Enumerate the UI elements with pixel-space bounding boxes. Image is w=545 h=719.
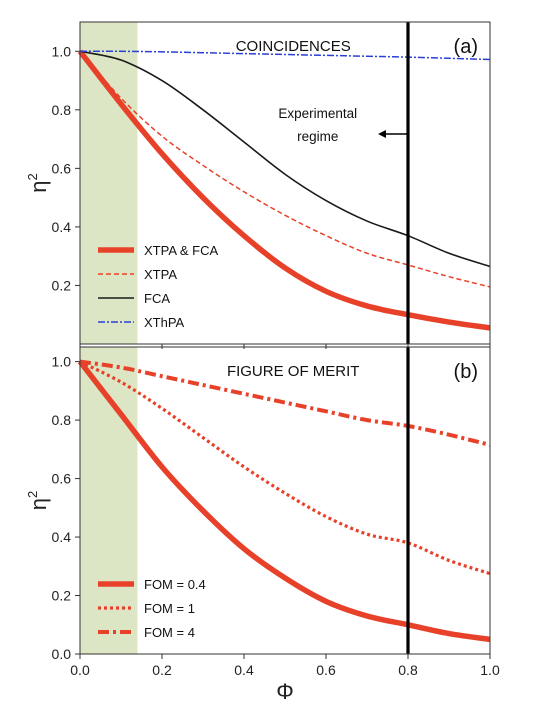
legend-label: FOM = 4 [144, 625, 195, 640]
y-axis-symbol: η [26, 180, 51, 192]
legend-label: FCA [144, 291, 170, 306]
y-tick-label: 0.6 [52, 471, 72, 487]
series-line-1 [79, 50, 491, 288]
y-axis-label: η2 [25, 173, 51, 192]
y-tick-label: 0.4 [52, 219, 72, 235]
legend-label: XTPA [144, 267, 177, 282]
series-line-0 [77, 49, 491, 331]
panel-title: COINCIDENCES [236, 38, 351, 55]
y-tick-label: 0.6 [52, 160, 72, 176]
legend-label: XTPA & FCA [144, 243, 218, 258]
y-tick-label: 0.8 [52, 102, 72, 118]
y-axis-symbol: η [26, 498, 51, 510]
panel-title: FIGURE OF MERIT [227, 363, 360, 380]
panel-a: 0.2 0.4 0.6 0.8 1.0 COINCIDENCES (a) η2 XTPA & F… [25, 21, 491, 349]
series-line-3 [79, 50, 491, 61]
x-tick-label: 0.2 [152, 662, 172, 678]
annotation-line-1: Experimental [278, 106, 357, 121]
legend-label: FOM = 0.4 [144, 577, 206, 592]
annotation-line-2: regime [297, 129, 338, 144]
series-line-0 [77, 359, 491, 643]
x-tick-label: 0.6 [316, 662, 336, 678]
axes-frame [79, 346, 491, 655]
legend-label: XThPA [144, 315, 185, 330]
annotation-arrow-head [378, 130, 386, 138]
series-line-2 [79, 359, 491, 447]
y-tick-label: 0.2 [52, 588, 72, 604]
panel-label: (b) [454, 361, 478, 383]
series-line-2 [79, 50, 491, 268]
y-axis-superscript: 2 [25, 491, 40, 498]
x-tick-label: 0.8 [398, 662, 418, 678]
y-tick-label: 0.0 [52, 646, 72, 662]
y-tick-label: 0.2 [52, 277, 72, 293]
axes-frame [79, 21, 491, 345]
panel-label: (a) [454, 36, 478, 58]
shaded-region [80, 22, 138, 344]
x-tick-label: 1.0 [480, 662, 500, 678]
series-line-1 [79, 360, 491, 576]
x-tick-label: 0.4 [234, 662, 254, 678]
legend-label: FOM = 1 [144, 601, 195, 616]
panel-b: 0.0 0.2 0.4 0.6 0.8 1.0 0.0 0.2 0.4 0.6 0.8 1.0 FIGU… [25, 346, 500, 704]
y-tick-label: 1.0 [52, 43, 72, 59]
x-axis-label: Φ [276, 679, 294, 704]
y-axis-superscript: 2 [25, 173, 40, 180]
y-tick-label: 0.4 [52, 529, 72, 545]
y-tick-label: 1.0 [52, 354, 72, 370]
y-tick-label: 0.8 [52, 412, 72, 428]
y-axis-label: η2 [25, 491, 51, 510]
x-tick-label: 0.0 [70, 662, 90, 678]
